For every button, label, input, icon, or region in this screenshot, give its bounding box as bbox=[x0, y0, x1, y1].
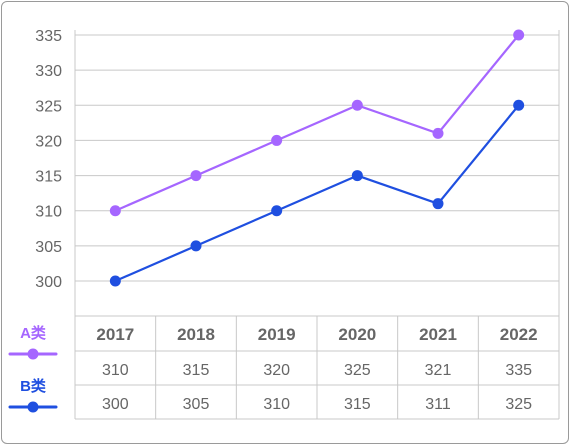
table-cell: 321 bbox=[425, 362, 452, 379]
y-tick-label: 335 bbox=[35, 28, 62, 45]
series-lines bbox=[114, 34, 520, 283]
table-cell: 325 bbox=[505, 396, 532, 413]
legend-swatch-dot bbox=[27, 348, 39, 360]
table-cell: 311 bbox=[425, 396, 451, 413]
data-point bbox=[513, 29, 525, 41]
x-category-label: 2020 bbox=[338, 325, 376, 344]
y-tick-label: 330 bbox=[35, 63, 62, 80]
y-tick-label: 300 bbox=[35, 274, 62, 291]
y-tick-label: 315 bbox=[35, 169, 62, 186]
data-point bbox=[432, 127, 444, 139]
table-cell: 315 bbox=[344, 396, 371, 413]
x-category-label: 2019 bbox=[258, 325, 296, 344]
x-category-label: 2018 bbox=[177, 325, 215, 344]
series-points bbox=[109, 29, 525, 287]
data-point bbox=[513, 99, 525, 111]
table-cell: 335 bbox=[505, 362, 532, 379]
table-cell: 310 bbox=[102, 362, 129, 379]
table-cell: 320 bbox=[263, 362, 290, 379]
data-point bbox=[351, 170, 363, 182]
legend-swatch-dot bbox=[27, 401, 39, 413]
y-tick-label: 320 bbox=[35, 133, 62, 150]
data-point bbox=[351, 99, 363, 111]
legend: A类 B类 bbox=[8, 324, 58, 413]
table-cell: 315 bbox=[183, 362, 210, 379]
legend-label: B类 bbox=[20, 377, 47, 395]
series-line-a bbox=[114, 34, 520, 212]
data-point bbox=[432, 198, 444, 210]
series-line-b bbox=[114, 104, 520, 283]
y-axis: 300 305 310 315 320 325 330 335 bbox=[35, 28, 62, 291]
x-category-label: 2017 bbox=[96, 325, 134, 344]
legend-label: A类 bbox=[20, 324, 47, 342]
data-point bbox=[271, 205, 283, 217]
y-tick-label: 310 bbox=[35, 204, 62, 221]
data-point bbox=[271, 134, 283, 146]
data-point bbox=[190, 170, 202, 182]
y-tick-label: 325 bbox=[35, 98, 62, 115]
table-cell: 310 bbox=[263, 396, 290, 413]
table-cell: 305 bbox=[183, 396, 210, 413]
table-cell: 300 bbox=[102, 396, 129, 413]
y-tick-label: 305 bbox=[35, 239, 62, 256]
gridlines bbox=[74, 30, 560, 419]
data-point bbox=[190, 240, 202, 252]
data-point bbox=[109, 275, 121, 287]
x-category-label: 2021 bbox=[419, 325, 457, 344]
x-category-label: 2022 bbox=[500, 325, 538, 344]
data-point bbox=[109, 205, 121, 217]
data-table: 2017 2018 2019 2020 2021 2022 310 315 320 325 321 3… bbox=[75, 315, 559, 420]
table-cell: 325 bbox=[344, 362, 371, 379]
